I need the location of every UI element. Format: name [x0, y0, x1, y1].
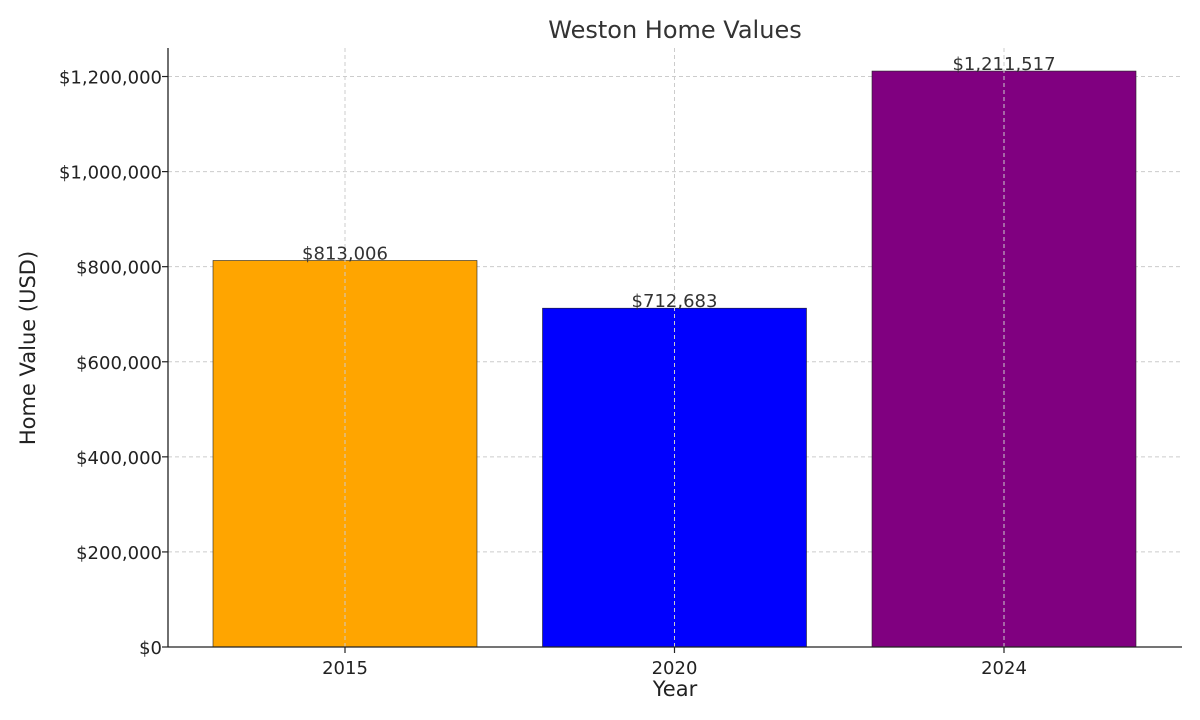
y-tick-label: $1,000,000 [59, 163, 162, 184]
bar-value-label: $813,006 [302, 243, 388, 264]
x-axis-label: Year [652, 677, 698, 701]
bar-value-labels: $813,006 $712,683 $1,211,517 [302, 54, 1055, 312]
y-tick-label: $400,000 [76, 448, 162, 469]
bar-value-label: $1,211,517 [952, 54, 1055, 75]
chart-title: Weston Home Values [548, 16, 801, 44]
x-tick-label: 2015 [322, 658, 368, 679]
y-axis-ticks: $0 $200,000 $400,000 $600,000 $800,000 $1,000… [59, 68, 168, 659]
y-tick-label: $200,000 [76, 543, 162, 564]
x-tick-label: 2020 [652, 658, 698, 679]
y-tick-label: $800,000 [76, 258, 162, 279]
x-gridlines [344, 48, 1005, 647]
y-tick-label: $600,000 [76, 353, 162, 374]
bar-value-label: $712,683 [632, 291, 718, 312]
y-axis-label: Home Value (USD) [16, 251, 40, 445]
y-tick-label: $0 [139, 638, 162, 659]
y-tick-label: $1,200,000 [59, 68, 162, 89]
x-tick-label: 2024 [981, 658, 1027, 679]
x-axis-ticks: 2015 2020 2024 [322, 647, 1027, 679]
